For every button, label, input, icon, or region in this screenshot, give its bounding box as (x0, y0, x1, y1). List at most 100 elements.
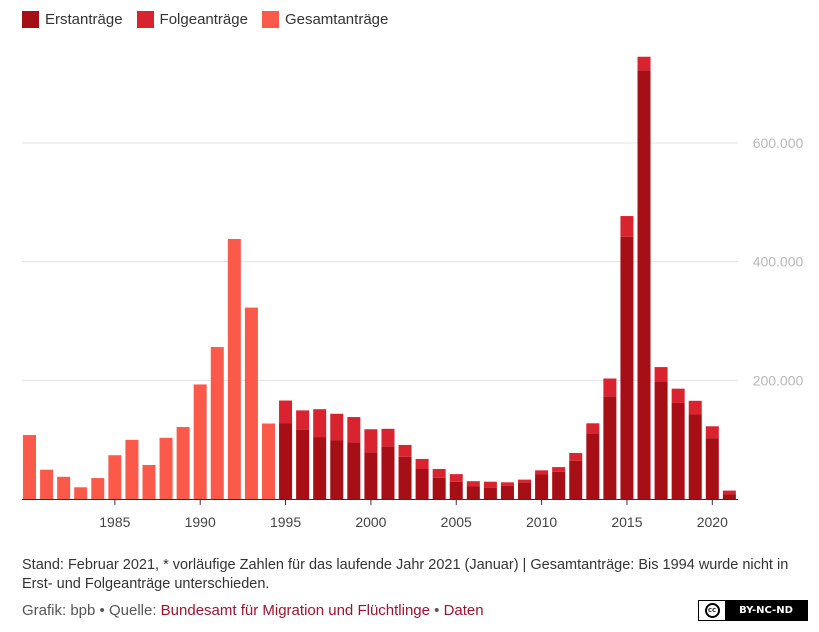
bar-2000-folgeanträge[interactable] (364, 429, 378, 453)
bar-1989-gesamtanträge[interactable] (176, 427, 190, 499)
bar-2004-erstanträge[interactable] (432, 477, 446, 499)
legend-label: Folgeanträge (159, 11, 248, 28)
bar-2003-folgeanträge[interactable] (415, 458, 429, 469)
bar-2021-folgeanträge[interactable] (722, 490, 736, 495)
bar-2008-erstanträge[interactable] (500, 485, 514, 499)
legend-item-folgeantraege[interactable]: Folgeanträge (136, 11, 248, 28)
bar-1996-erstanträge[interactable] (296, 429, 310, 499)
x-tick-label: 1990 (185, 514, 216, 530)
bar-2010-folgeanträge[interactable] (535, 470, 549, 475)
bar-2000-erstanträge[interactable] (364, 452, 378, 499)
separator: • (95, 602, 109, 619)
grafik-credit: Grafik: bpb (22, 602, 96, 619)
bar-1981-gesamtanträge[interactable] (40, 469, 54, 499)
bar-1991-gesamtanträge[interactable] (210, 347, 224, 499)
legend-item-erstantraege[interactable]: Erstanträge (22, 11, 123, 28)
bar-1999-folgeanträge[interactable] (347, 417, 361, 443)
bar-1984-gesamtanträge[interactable] (91, 478, 105, 499)
license-badge[interactable]: cc BY-NC-ND (698, 600, 808, 621)
chart-legend: Erstanträge Folgeanträge Gesamtanträge (22, 11, 388, 28)
source-link[interactable]: Bundesamt für Migration und Flüchtlinge (160, 602, 430, 619)
bar-2010-erstanträge[interactable] (535, 474, 549, 499)
bar-1993-gesamtanträge[interactable] (244, 307, 258, 499)
legend-swatch (136, 11, 154, 28)
bar-2004-folgeanträge[interactable] (432, 468, 446, 478)
legend-label: Gesamtanträge (284, 11, 389, 28)
bar-2007-folgeanträge[interactable] (483, 481, 497, 488)
bar-1999-erstanträge[interactable] (347, 442, 361, 499)
bar-2005-erstanträge[interactable] (449, 481, 463, 499)
bar-2016-erstanträge[interactable] (637, 70, 651, 499)
bar-2011-erstanträge[interactable] (552, 471, 566, 499)
bar-1983-gesamtanträge[interactable] (74, 487, 88, 499)
y-tick-label: 200.000 (753, 372, 804, 388)
bar-2015-erstanträge[interactable] (620, 236, 634, 500)
data-link[interactable]: Daten (443, 602, 484, 619)
legend-swatch (22, 11, 39, 28)
bar-1980-gesamtanträge[interactable] (23, 435, 36, 499)
bar-1986-gesamtanträge[interactable] (125, 439, 139, 499)
bar-2017-erstanträge[interactable] (654, 381, 668, 499)
bar-2013-folgeanträge[interactable] (586, 423, 600, 434)
bar-2018-erstanträge[interactable] (671, 402, 685, 499)
bar-2009-folgeanträge[interactable] (518, 479, 532, 483)
bar-2020-folgeanträge[interactable] (705, 426, 719, 439)
bar-2012-folgeanträge[interactable] (569, 452, 583, 461)
bar-2008-folgeanträge[interactable] (500, 482, 514, 486)
chart-footer: Grafik: bpb • Quelle: Bundesamt für Migr… (22, 602, 484, 619)
bar-1987-gesamtanträge[interactable] (142, 464, 156, 499)
y-tick-label: 400.000 (753, 254, 804, 270)
bar-2017-folgeanträge[interactable] (654, 367, 668, 382)
bar-2011-folgeanträge[interactable] (552, 467, 566, 472)
x-tick-label: 1995 (270, 514, 301, 530)
bar-2014-erstanträge[interactable] (603, 396, 617, 499)
bar-1997-erstanträge[interactable] (313, 437, 327, 499)
bar-2019-erstanträge[interactable] (688, 414, 702, 499)
bar-1998-erstanträge[interactable] (330, 440, 344, 499)
bar-2015-folgeanträge[interactable] (620, 216, 634, 237)
x-axis-ticks: 1985 1990 1995 2000 2005 2010 2015 2020 (99, 499, 728, 530)
x-tick-label: 2010 (526, 514, 557, 530)
bar-1985-gesamtanträge[interactable] (108, 455, 122, 499)
bar-2014-folgeanträge[interactable] (603, 378, 617, 397)
bar-2005-folgeanträge[interactable] (449, 474, 463, 482)
bar-1995-folgeanträge[interactable] (279, 400, 293, 424)
bar-2009-erstanträge[interactable] (518, 482, 532, 499)
legend-swatch (261, 11, 279, 28)
bar-2013-erstanträge[interactable] (586, 433, 600, 499)
legend-label: Erstanträge (45, 11, 123, 28)
bar-1982-gesamtanträge[interactable] (57, 476, 71, 499)
bar-2021-erstanträge[interactable] (722, 494, 736, 499)
bar-1990-gesamtanträge[interactable] (193, 384, 207, 499)
x-tick-label: 2005 (441, 514, 472, 530)
bar-2002-erstanträge[interactable] (398, 456, 412, 499)
bar-1996-folgeanträge[interactable] (296, 410, 310, 430)
bar-2001-erstanträge[interactable] (381, 446, 395, 499)
bar-1992-gesamtanträge[interactable] (227, 239, 241, 500)
bar-2007-erstanträge[interactable] (483, 487, 497, 499)
bar-1997-folgeanträge[interactable] (313, 409, 327, 438)
bar-2019-folgeanträge[interactable] (688, 400, 702, 415)
bars (23, 56, 736, 500)
bar-1995-erstanträge[interactable] (279, 423, 293, 499)
bar-1988-gesamtanträge[interactable] (159, 437, 173, 499)
x-tick-label: 2015 (611, 514, 642, 530)
separator: • (429, 602, 444, 619)
bar-2006-folgeanträge[interactable] (466, 481, 480, 487)
bar-1994-gesamtanträge[interactable] (261, 423, 275, 499)
bar-2002-folgeanträge[interactable] (398, 444, 412, 457)
bar-1998-folgeanträge[interactable] (330, 413, 344, 441)
bar-2012-erstanträge[interactable] (569, 460, 583, 499)
bar-chart: 1985 1990 1995 2000 2005 2010 2015 2020 200.000… (22, 56, 804, 530)
gridlines (22, 142, 738, 381)
bar-2018-folgeanträge[interactable] (671, 388, 685, 403)
bar-2016-folgeanträge[interactable] (637, 56, 651, 71)
x-tick-label: 2020 (697, 514, 728, 530)
bar-2001-folgeanträge[interactable] (381, 428, 395, 447)
bar-2003-erstanträge[interactable] (415, 468, 429, 499)
cc-icon: cc (699, 601, 725, 620)
bar-2020-erstanträge[interactable] (705, 438, 719, 499)
legend-item-gesamtantraege[interactable]: Gesamtanträge (261, 11, 389, 28)
bar-2006-erstanträge[interactable] (466, 486, 480, 499)
chart-note: Stand: Februar 2021, * vorläufige Zahlen… (22, 557, 789, 592)
